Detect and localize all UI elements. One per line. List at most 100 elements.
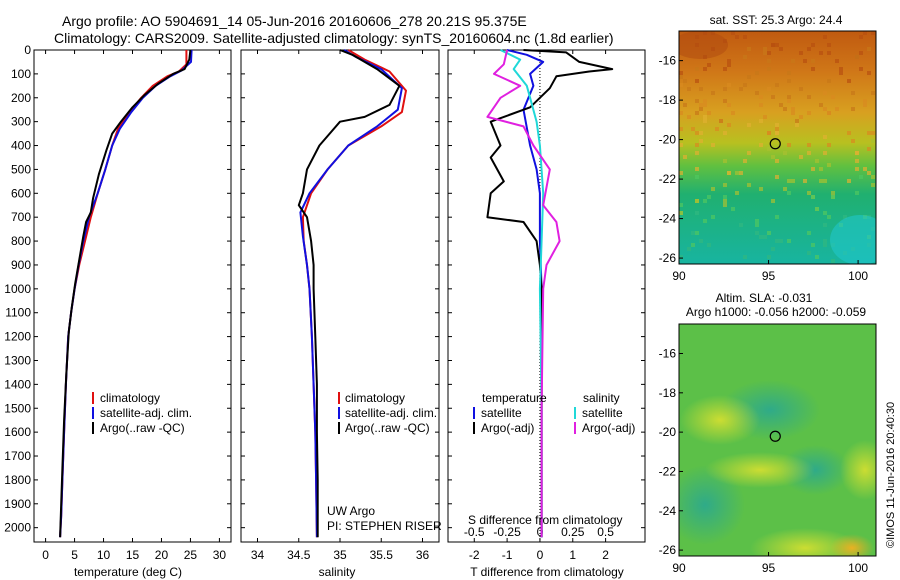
sst-pixel [815, 159, 819, 163]
x-tick-label: 20 [155, 548, 169, 562]
sst-pixel [731, 31, 735, 35]
sst-pixel [827, 215, 831, 219]
sst-pixel [799, 155, 803, 159]
sst-pixel [679, 83, 683, 87]
sst-pixel [695, 143, 699, 147]
sst-pixel [767, 255, 771, 259]
y-tick-label: 500 [11, 162, 31, 176]
difference-top-xlabel: S difference from climatology [468, 513, 623, 527]
sst-pixel [859, 51, 863, 55]
x-top-tick-label: -0.5 [464, 525, 485, 539]
x-top-tick-label: 0.25 [561, 525, 585, 539]
sst-pixel [835, 59, 839, 63]
sst-pixel [711, 215, 715, 219]
sst-pixel [727, 103, 731, 107]
difference-legend: temperature satellite Argo(-adj) salinit… [473, 391, 635, 435]
series-line-argo-raw-qc- [59, 49, 192, 538]
sst-pixel [831, 259, 835, 263]
legend-label-sal-argo: Argo(-adj) [582, 421, 635, 435]
sst-pixel [835, 107, 839, 111]
x-tick-label: 5 [71, 548, 78, 562]
imos-timestamp: ©IMOS 11-Jun-2016 20:40:30 [885, 402, 897, 548]
sst-pixel [827, 143, 831, 147]
map-y-tick-label: -24 [659, 504, 677, 518]
temperature-xlabel: temperature (deg C) [74, 565, 182, 579]
temperature-panel [33, 49, 232, 543]
sst-pixel [787, 99, 791, 103]
map-y-tick-label: -20 [659, 425, 677, 439]
sla-high-patch [705, 452, 815, 488]
sst-pixel [823, 91, 827, 95]
sst-pixel [867, 171, 871, 175]
sst-pixel [731, 207, 735, 211]
sst-pixel [723, 131, 727, 135]
y-tick-label: 100 [11, 67, 31, 81]
sla-low-patch [679, 465, 745, 545]
sst-pixel [823, 243, 827, 247]
sst-pixel [863, 31, 867, 35]
sst-pixel [811, 243, 815, 247]
sst-pixel [871, 91, 875, 95]
sst-pixel [771, 95, 775, 99]
difference-xlabel: T difference from climatology [470, 565, 624, 579]
sst-pixel [703, 119, 707, 123]
sst-pixel [863, 103, 867, 107]
y-tick-label: 800 [11, 234, 31, 248]
y-tick-label: 1400 [4, 377, 31, 391]
sst-pixel [723, 67, 727, 71]
sst-pixel [871, 175, 875, 179]
sst-pixel [695, 199, 699, 203]
sst-pixel [775, 127, 779, 131]
sst-pixel [683, 103, 687, 107]
y-tick-label: 1100 [5, 306, 31, 320]
sst-pixel [803, 59, 807, 63]
sst-pixel [847, 179, 851, 183]
sst-pixel [775, 159, 779, 163]
x-tick-label: 35.5 [370, 548, 394, 562]
legend-label-satellite: satellite-adj. clim. [100, 406, 192, 420]
sst-pixel [699, 87, 703, 91]
sst-pixel [755, 231, 759, 235]
sst-pixel [823, 135, 827, 139]
sst-pixel [687, 115, 691, 119]
sst-pixel [707, 243, 711, 247]
sst-pixel [711, 91, 715, 95]
sst-pixel [759, 103, 763, 107]
sst-pixel [827, 163, 831, 167]
sst-pixel [743, 83, 747, 87]
sla-map-frame [678, 323, 877, 557]
sst-pixel [827, 111, 831, 115]
sst-pixel [871, 31, 875, 35]
sst-pixel [691, 243, 695, 247]
sst-pixel [791, 59, 795, 63]
sst-pixel [867, 71, 871, 75]
sst-pixel [871, 139, 875, 143]
sst-pixel [679, 203, 683, 207]
map-y-tick-label: -16 [659, 346, 677, 360]
sst-pixel [771, 155, 775, 159]
sst-pixel [775, 131, 779, 135]
sst-pixel [699, 239, 703, 243]
sst-pixel [711, 143, 715, 147]
sst-pixel [787, 79, 791, 83]
sst-pixel [715, 127, 719, 131]
sst-pixel [855, 167, 859, 171]
sst-pixel [807, 231, 811, 235]
map-y-tick-label: -18 [659, 93, 677, 107]
sst-pixel [867, 47, 871, 51]
x-tick-label: 1 [569, 548, 576, 562]
sst-pixel [771, 43, 775, 47]
sst-pixel [723, 183, 727, 187]
sst-pixel [855, 159, 859, 163]
sst-pixel [787, 143, 791, 147]
y-tick-label: 1200 [4, 330, 31, 344]
map-x-tick-label: 100 [848, 561, 868, 575]
sla-map-panel [678, 323, 877, 557]
sst-pixel [779, 47, 783, 51]
sst-pixel [799, 115, 803, 119]
y-tick-label: 1300 [4, 353, 31, 367]
sst-pixel [695, 167, 699, 171]
sst-pixel [783, 151, 787, 155]
sst-pixel [839, 71, 843, 75]
sst-pixel [695, 99, 699, 103]
